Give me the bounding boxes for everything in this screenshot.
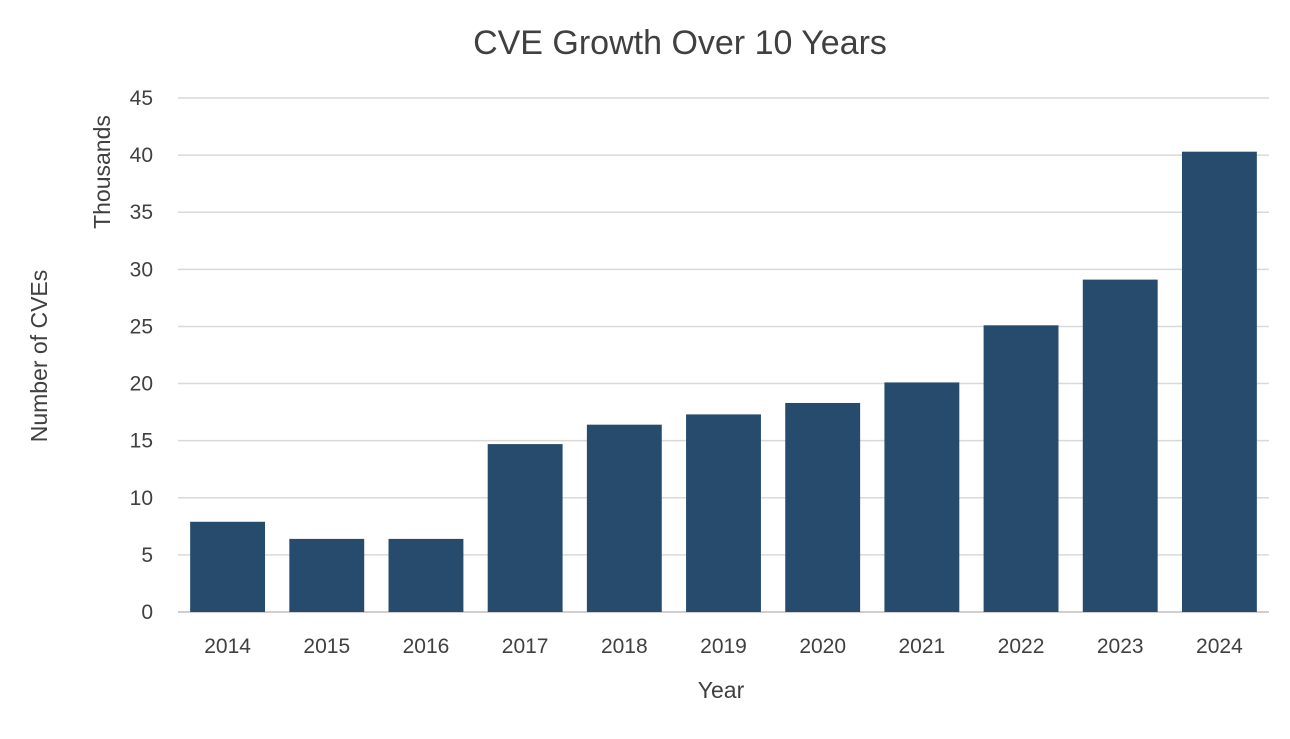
y-tick-label: 20 bbox=[130, 373, 153, 396]
x-tick-label: 2021 bbox=[899, 635, 946, 658]
x-axis-title: Year bbox=[698, 677, 745, 703]
bar-2021 bbox=[884, 382, 960, 612]
y-tick-label: 10 bbox=[130, 487, 153, 510]
x-tick-label: 2023 bbox=[1097, 635, 1144, 658]
x-tick-label: 2015 bbox=[303, 635, 350, 658]
bar-2022 bbox=[983, 325, 1059, 612]
y-tick-label: 15 bbox=[130, 430, 153, 453]
x-tick-label: 2018 bbox=[601, 635, 648, 658]
x-tick-label: 2017 bbox=[502, 635, 549, 658]
bar-2018 bbox=[586, 424, 662, 612]
bar-2024 bbox=[1181, 151, 1257, 612]
y-tick-label: 45 bbox=[130, 87, 153, 110]
y-tick-label: 35 bbox=[130, 201, 153, 224]
y-axis-units-label: Thousands bbox=[89, 115, 115, 229]
y-axis-title: Number of CVEs bbox=[26, 270, 52, 443]
y-tick-label: 40 bbox=[130, 144, 153, 167]
x-tick-label: 2024 bbox=[1196, 635, 1243, 658]
x-tick-label: 2016 bbox=[403, 635, 450, 658]
x-axis-ticks: 2014 2015 2016 2017 2018 2019 2020 2021 2022 2023… bbox=[204, 635, 1243, 658]
chart-title: CVE Growth Over 10 Years bbox=[473, 24, 887, 62]
bars bbox=[190, 151, 1257, 612]
bar-2023 bbox=[1082, 279, 1158, 612]
bar-2015 bbox=[289, 538, 365, 612]
bar-2016 bbox=[388, 538, 464, 612]
x-tick-label: 2022 bbox=[998, 635, 1045, 658]
y-axis-ticks: 0 5 10 15 20 25 30 35 40 45 bbox=[130, 87, 153, 624]
y-tick-label: 5 bbox=[141, 544, 153, 567]
y-tick-label: 0 bbox=[141, 601, 153, 624]
y-tick-label: 30 bbox=[130, 258, 153, 281]
bar-2014 bbox=[190, 521, 266, 612]
x-tick-label: 2019 bbox=[700, 635, 747, 658]
x-tick-label: 2020 bbox=[799, 635, 846, 658]
y-tick-label: 25 bbox=[130, 315, 153, 338]
bar-2017 bbox=[487, 444, 563, 612]
x-tick-label: 2014 bbox=[204, 635, 251, 658]
bar-2019 bbox=[686, 414, 761, 612]
bar-2020 bbox=[785, 402, 861, 612]
